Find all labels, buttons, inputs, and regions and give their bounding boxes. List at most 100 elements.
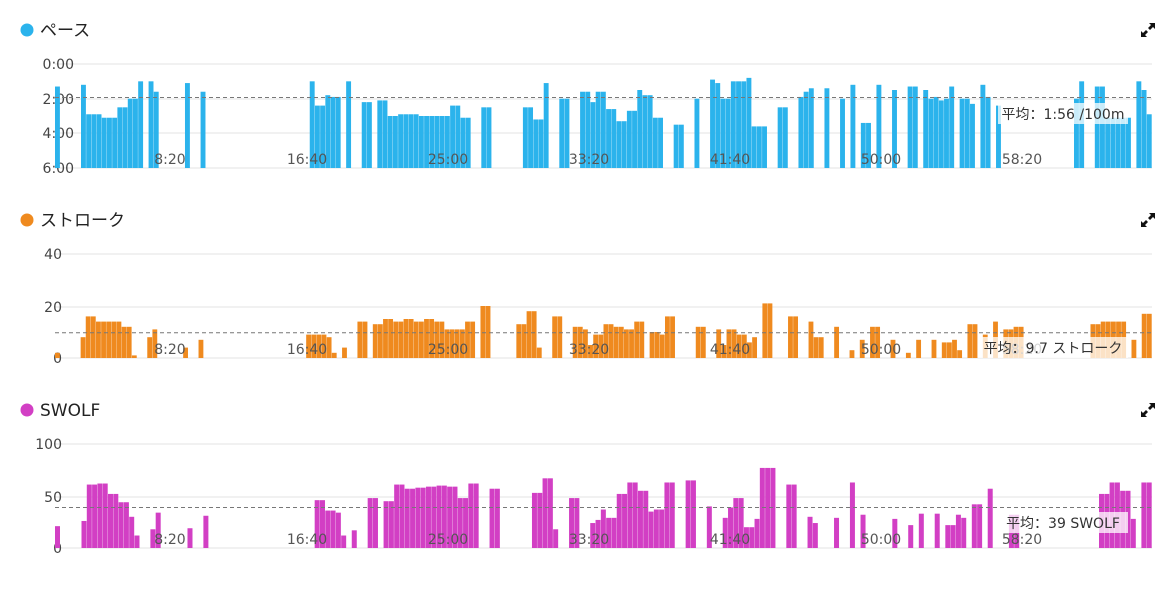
bar <box>808 88 814 168</box>
bar <box>152 329 158 358</box>
y-tick-label: 0:00 <box>43 57 74 73</box>
bar <box>101 117 107 168</box>
bar <box>860 514 866 548</box>
bar <box>725 98 731 168</box>
bar <box>952 339 957 358</box>
bar <box>970 103 975 168</box>
bar <box>664 482 670 548</box>
bar <box>96 114 102 168</box>
bar <box>314 500 320 548</box>
bar <box>955 514 961 548</box>
bar <box>424 319 429 358</box>
bar <box>382 100 388 168</box>
bar <box>444 329 450 358</box>
bar <box>721 345 727 358</box>
bar <box>101 321 106 358</box>
bar <box>598 334 604 358</box>
bar <box>126 326 132 358</box>
bar <box>536 347 542 358</box>
legend-dot <box>20 213 34 227</box>
bar <box>485 306 491 358</box>
bar <box>996 105 1001 168</box>
bar <box>526 311 532 358</box>
bar <box>85 316 91 358</box>
bar <box>726 329 732 358</box>
bar <box>1131 339 1137 358</box>
bar <box>183 347 188 358</box>
bar <box>583 329 588 358</box>
bar <box>818 337 824 358</box>
bar <box>377 324 383 358</box>
bar <box>413 321 419 358</box>
bar <box>564 98 570 168</box>
bar <box>320 105 326 168</box>
bar <box>890 339 896 358</box>
bar <box>807 516 813 548</box>
bar <box>972 324 978 358</box>
bar <box>552 316 558 358</box>
panel-title: ストローク <box>40 211 125 231</box>
bar <box>1141 90 1147 168</box>
bar <box>603 324 609 358</box>
bar <box>1100 86 1105 168</box>
bar <box>762 303 768 358</box>
expand-arrows-icon[interactable] <box>1141 213 1155 227</box>
bar <box>611 109 617 168</box>
bar <box>613 326 619 358</box>
bar <box>388 501 394 548</box>
bar <box>1074 98 1079 168</box>
expand-arrows-icon[interactable] <box>1141 23 1155 37</box>
bar <box>746 77 752 168</box>
bar <box>341 535 347 548</box>
x-tick-label: 25:00 <box>428 532 468 548</box>
bar <box>892 518 898 548</box>
bar <box>106 321 112 358</box>
bar <box>580 91 585 168</box>
bar <box>449 329 455 358</box>
bar <box>537 492 543 548</box>
bar <box>834 326 840 358</box>
bar <box>314 105 320 168</box>
bar <box>639 321 645 358</box>
bar <box>489 488 495 548</box>
bar <box>403 319 409 358</box>
bar <box>325 510 331 548</box>
bar <box>91 114 97 168</box>
bar <box>743 527 749 548</box>
legend-dot <box>20 403 34 417</box>
bar <box>86 114 92 168</box>
bar <box>459 329 465 358</box>
bar <box>850 84 856 168</box>
bar <box>418 321 424 358</box>
bar <box>420 487 426 548</box>
bar <box>946 342 952 358</box>
bar <box>404 488 410 548</box>
bar <box>752 337 757 358</box>
bar <box>372 498 378 548</box>
bar <box>203 515 209 548</box>
bar <box>629 329 634 358</box>
expand-arrows-icon[interactable] <box>1141 403 1155 417</box>
bar <box>429 319 435 358</box>
bar <box>86 484 92 548</box>
bar <box>361 102 367 168</box>
bar <box>521 324 527 358</box>
bar <box>153 91 159 168</box>
bar <box>473 483 479 548</box>
bar <box>102 483 108 548</box>
bar <box>728 507 734 548</box>
bar <box>351 530 357 548</box>
bar <box>720 98 726 168</box>
bar <box>912 86 918 168</box>
y-tick-label: 50 <box>44 490 62 506</box>
bar <box>439 116 445 168</box>
bar <box>112 117 118 168</box>
bar <box>849 482 855 548</box>
bar <box>388 319 394 358</box>
bar <box>559 98 565 168</box>
bar <box>331 352 337 358</box>
bar <box>736 334 742 358</box>
bar <box>122 107 128 168</box>
bar <box>649 332 655 358</box>
bar <box>923 90 929 168</box>
